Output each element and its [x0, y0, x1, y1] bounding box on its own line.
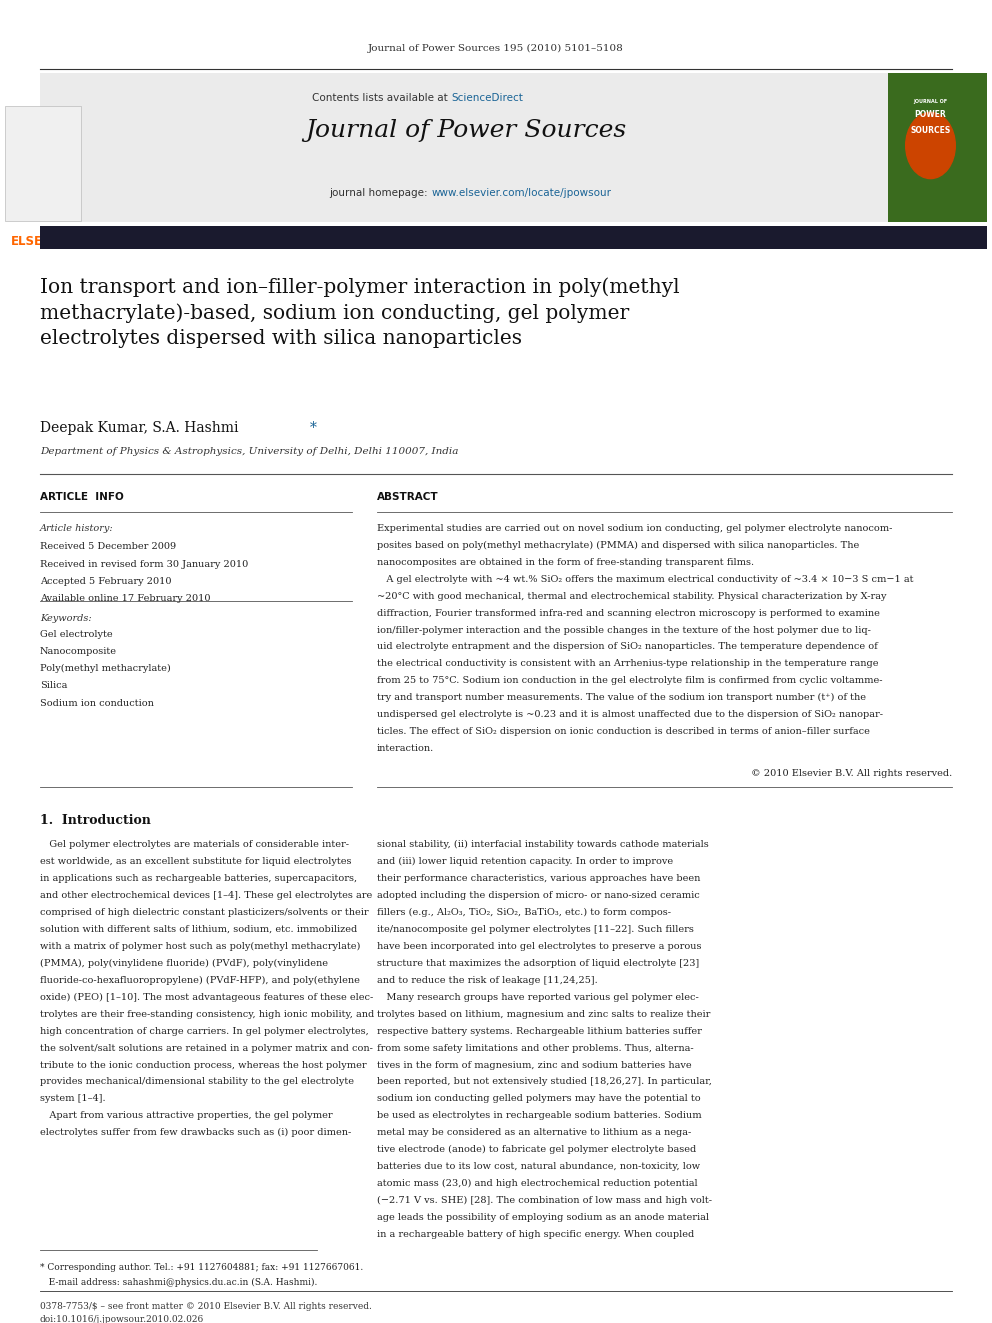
Text: fillers (e.g., Al₂O₃, TiO₂, SiO₂, BaTiO₃, etc.) to form compos-: fillers (e.g., Al₂O₃, TiO₂, SiO₂, BaTiO₃…: [377, 908, 671, 917]
FancyBboxPatch shape: [888, 73, 987, 222]
Text: age leads the possibility of employing sodium as an anode material: age leads the possibility of employing s…: [377, 1213, 709, 1222]
Text: high concentration of charge carriers. In gel polymer electrolytes,: high concentration of charge carriers. I…: [40, 1027, 368, 1036]
Text: E-mail address: sahashmi@physics.du.ac.in (S.A. Hashmi).: E-mail address: sahashmi@physics.du.ac.i…: [40, 1278, 317, 1287]
Text: Received in revised form 30 January 2010: Received in revised form 30 January 2010: [40, 560, 248, 569]
FancyBboxPatch shape: [40, 226, 987, 249]
Text: system [1–4].: system [1–4].: [40, 1094, 105, 1103]
Text: solution with different salts of lithium, sodium, etc. immobilized: solution with different salts of lithium…: [40, 925, 357, 934]
Text: Journal of Power Sources: Journal of Power Sources: [306, 119, 627, 142]
Text: ARTICLE  INFO: ARTICLE INFO: [40, 492, 123, 503]
Text: try and transport number measurements. The value of the sodium ion transport num: try and transport number measurements. T…: [377, 693, 866, 703]
Text: Contents lists available at: Contents lists available at: [312, 93, 451, 103]
Text: in a rechargeable battery of high specific energy. When coupled: in a rechargeable battery of high specif…: [377, 1230, 694, 1238]
Text: from some safety limitations and other problems. Thus, alterna-: from some safety limitations and other p…: [377, 1044, 693, 1053]
Text: the electrical conductivity is consistent with an Arrhenius-type relationship in: the electrical conductivity is consisten…: [377, 659, 879, 668]
Text: comprised of high dielectric constant plasticizers/solvents or their: comprised of high dielectric constant pl…: [40, 908, 368, 917]
Text: interaction.: interaction.: [377, 744, 434, 753]
Text: ABSTRACT: ABSTRACT: [377, 492, 438, 503]
Text: adopted including the dispersion of micro- or nano-sized ceramic: adopted including the dispersion of micr…: [377, 892, 699, 900]
Text: tives in the form of magnesium, zinc and sodium batteries have: tives in the form of magnesium, zinc and…: [377, 1061, 691, 1069]
Text: from 25 to 75°C. Sodium ion conduction in the gel electrolyte film is confirmed : from 25 to 75°C. Sodium ion conduction i…: [377, 676, 883, 685]
Text: * Corresponding author. Tel.: +91 1127604881; fax: +91 1127667061.: * Corresponding author. Tel.: +91 112760…: [40, 1263, 363, 1273]
Text: trolytes based on lithium, magnesium and zinc salts to realize their: trolytes based on lithium, magnesium and…: [377, 1009, 710, 1019]
Text: Journal of Power Sources 195 (2010) 5101–5108: Journal of Power Sources 195 (2010) 5101…: [368, 44, 624, 53]
Text: undispersed gel electrolyte is ~0.23 and it is almost unaffected due to the disp: undispersed gel electrolyte is ~0.23 and…: [377, 710, 883, 720]
Text: Received 5 December 2009: Received 5 December 2009: [40, 542, 176, 552]
Text: © 2010 Elsevier B.V. All rights reserved.: © 2010 Elsevier B.V. All rights reserved…: [751, 769, 952, 778]
Text: 1.  Introduction: 1. Introduction: [40, 814, 151, 827]
Text: Ion transport and ion–filler-polymer interaction in poly(methyl
methacrylate)-ba: Ion transport and ion–filler-polymer int…: [40, 278, 680, 348]
Text: batteries due to its low cost, natural abundance, non-toxicity, low: batteries due to its low cost, natural a…: [377, 1162, 700, 1171]
Text: fluoride-co-hexafluoropropylene) (PVdF-HFP), and poly(ethylene: fluoride-co-hexafluoropropylene) (PVdF-H…: [40, 976, 359, 984]
Text: www.elsevier.com/locate/jpowsour: www.elsevier.com/locate/jpowsour: [432, 188, 611, 198]
Text: have been incorporated into gel electrolytes to preserve a porous: have been incorporated into gel electrol…: [377, 942, 701, 951]
Text: Experimental studies are carried out on novel sodium ion conducting, gel polymer: Experimental studies are carried out on …: [377, 524, 893, 533]
Text: sodium ion conducting gelled polymers may have the potential to: sodium ion conducting gelled polymers ma…: [377, 1094, 700, 1103]
Text: (−2.71 V vs. SHE) [28]. The combination of low mass and high volt-: (−2.71 V vs. SHE) [28]. The combination …: [377, 1196, 712, 1205]
Text: Sodium ion conduction: Sodium ion conduction: [40, 699, 154, 708]
Text: tribute to the ionic conduction process, whereas the host polymer: tribute to the ionic conduction process,…: [40, 1061, 366, 1069]
Text: est worldwide, as an excellent substitute for liquid electrolytes: est worldwide, as an excellent substitut…: [40, 857, 351, 867]
Text: metal may be considered as an alternative to lithium as a nega-: metal may be considered as an alternativ…: [377, 1129, 691, 1138]
Text: 0378-7753/$ – see front matter © 2010 Elsevier B.V. All rights reserved.: 0378-7753/$ – see front matter © 2010 El…: [40, 1302, 372, 1311]
Text: and other electrochemical devices [1–4]. These gel electrolytes are: and other electrochemical devices [1–4].…: [40, 892, 372, 900]
Text: Accepted 5 February 2010: Accepted 5 February 2010: [40, 577, 172, 586]
Text: tive electrode (anode) to fabricate gel polymer electrolyte based: tive electrode (anode) to fabricate gel …: [377, 1146, 696, 1154]
Text: Nanocomposite: Nanocomposite: [40, 647, 117, 656]
Text: ELSEVIER: ELSEVIER: [11, 235, 74, 249]
Text: ion/filler-polymer interaction and the possible changes in the texture of the ho: ion/filler-polymer interaction and the p…: [377, 626, 871, 635]
Text: with a matrix of polymer host such as poly(methyl methacrylate): with a matrix of polymer host such as po…: [40, 942, 360, 951]
Text: Article history:: Article history:: [40, 524, 113, 533]
Text: be used as electrolytes in rechargeable sodium batteries. Sodium: be used as electrolytes in rechargeable …: [377, 1111, 701, 1121]
Text: respective battery systems. Rechargeable lithium batteries suffer: respective battery systems. Rechargeable…: [377, 1027, 701, 1036]
Text: Gel polymer electrolytes are materials of considerable inter-: Gel polymer electrolytes are materials o…: [40, 840, 348, 849]
Text: (PMMA), poly(vinylidene fluoride) (PVdF), poly(vinylidene: (PMMA), poly(vinylidene fluoride) (PVdF)…: [40, 959, 327, 968]
Text: A gel electrolyte with ~4 wt.% SiO₂ offers the maximum electrical conductivity o: A gel electrolyte with ~4 wt.% SiO₂ offe…: [377, 574, 914, 583]
Text: atomic mass (23,0) and high electrochemical reduction potential: atomic mass (23,0) and high electrochemi…: [377, 1179, 697, 1188]
Text: structure that maximizes the adsorption of liquid electrolyte [23]: structure that maximizes the adsorption …: [377, 959, 699, 968]
Text: Silica: Silica: [40, 681, 67, 691]
Text: posites based on poly(methyl methacrylate) (PMMA) and dispersed with silica nano: posites based on poly(methyl methacrylat…: [377, 541, 859, 550]
Text: diffraction, Fourier transformed infra-red and scanning electron microscopy is p: diffraction, Fourier transformed infra-r…: [377, 609, 880, 618]
Text: Keywords:: Keywords:: [40, 614, 91, 623]
Text: and to reduce the risk of leakage [11,24,25].: and to reduce the risk of leakage [11,24…: [377, 976, 598, 984]
Text: oxide) (PEO) [1–10]. The most advantageous features of these elec-: oxide) (PEO) [1–10]. The most advantageo…: [40, 992, 373, 1002]
Text: ~20°C with good mechanical, thermal and electrochemical stability. Physical char: ~20°C with good mechanical, thermal and …: [377, 591, 887, 601]
Text: their performance characteristics, various approaches have been: their performance characteristics, vario…: [377, 875, 700, 884]
Text: doi:10.1016/j.jpowsour.2010.02.026: doi:10.1016/j.jpowsour.2010.02.026: [40, 1315, 204, 1323]
Text: POWER: POWER: [915, 110, 946, 119]
Text: Gel electrolyte: Gel electrolyte: [40, 630, 112, 639]
Circle shape: [906, 112, 955, 179]
Text: Apart from various attractive properties, the gel polymer: Apart from various attractive properties…: [40, 1111, 332, 1121]
Text: JOURNAL OF: JOURNAL OF: [914, 99, 947, 105]
Text: provides mechanical/dimensional stability to the gel electrolyte: provides mechanical/dimensional stabilit…: [40, 1077, 354, 1086]
Text: ite/nanocomposite gel polymer electrolytes [11–22]. Such fillers: ite/nanocomposite gel polymer electrolyt…: [377, 925, 693, 934]
Text: journal homepage:: journal homepage:: [329, 188, 432, 198]
Text: been reported, but not extensively studied [18,26,27]. In particular,: been reported, but not extensively studi…: [377, 1077, 712, 1086]
Text: nanocomposites are obtained in the form of free-standing transparent films.: nanocomposites are obtained in the form …: [377, 558, 754, 566]
Text: uid electrolyte entrapment and the dispersion of SiO₂ nanoparticles. The tempera: uid electrolyte entrapment and the dispe…: [377, 643, 878, 651]
Text: sional stability, (ii) interfacial instability towards cathode materials: sional stability, (ii) interfacial insta…: [377, 840, 708, 849]
Text: Department of Physics & Astrophysics, University of Delhi, Delhi 110007, India: Department of Physics & Astrophysics, Un…: [40, 447, 458, 456]
Text: *: *: [310, 421, 316, 435]
Text: ScienceDirect: ScienceDirect: [451, 93, 523, 103]
Text: SOURCES: SOURCES: [911, 126, 950, 135]
Text: Poly(methyl methacrylate): Poly(methyl methacrylate): [40, 664, 171, 673]
FancyBboxPatch shape: [5, 106, 81, 221]
Text: the solvent/salt solutions are retained in a polymer matrix and con-: the solvent/salt solutions are retained …: [40, 1044, 373, 1053]
Text: electrolytes suffer from few drawbacks such as (i) poor dimen-: electrolytes suffer from few drawbacks s…: [40, 1129, 351, 1138]
Text: Deepak Kumar, S.A. Hashmi: Deepak Kumar, S.A. Hashmi: [40, 421, 238, 435]
Text: and (iii) lower liquid retention capacity. In order to improve: and (iii) lower liquid retention capacit…: [377, 857, 674, 867]
Text: Available online 17 February 2010: Available online 17 February 2010: [40, 594, 210, 603]
FancyBboxPatch shape: [40, 73, 888, 222]
Text: trolytes are their free-standing consistency, high ionic mobility, and: trolytes are their free-standing consist…: [40, 1009, 374, 1019]
Text: in applications such as rechargeable batteries, supercapacitors,: in applications such as rechargeable bat…: [40, 875, 357, 884]
Text: ticles. The effect of SiO₂ dispersion on ionic conduction is described in terms : ticles. The effect of SiO₂ dispersion on…: [377, 728, 870, 736]
Text: Many research groups have reported various gel polymer elec-: Many research groups have reported vario…: [377, 992, 698, 1002]
